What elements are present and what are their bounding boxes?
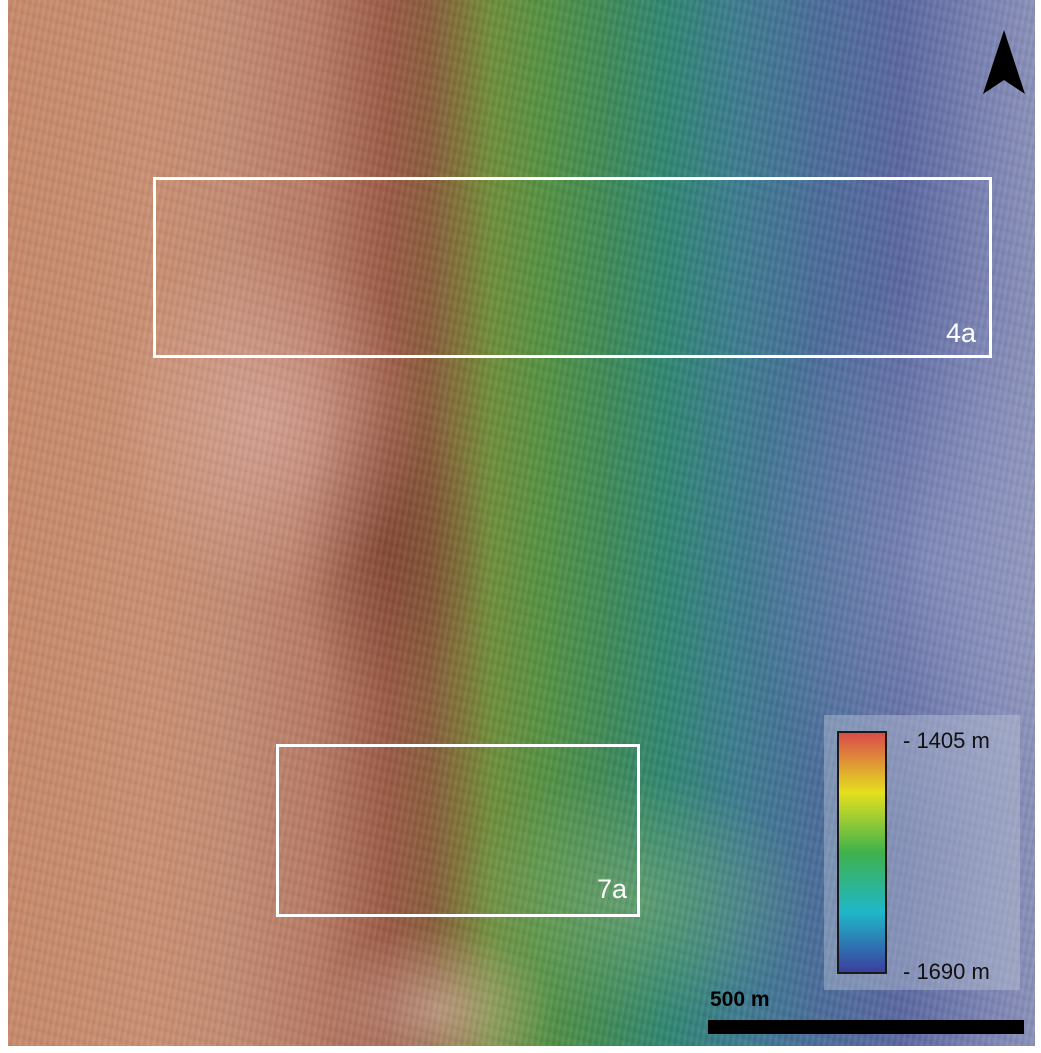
legend-max-label: - 1405 m — [903, 728, 990, 753]
inset-label-7a: 7a — [597, 874, 628, 904]
scale-bar — [708, 1020, 1024, 1034]
scale-bar-label: 500 m — [710, 988, 770, 1011]
north-arrow-icon — [983, 30, 1025, 94]
inset-label-4a: 4a — [946, 318, 977, 348]
inset-box-4a — [153, 177, 992, 358]
elevation-color-scale — [837, 731, 887, 974]
legend-min-label: - 1690 m — [903, 959, 990, 984]
elevation-map — [8, 0, 1035, 1046]
inset-box-7a — [276, 744, 640, 917]
